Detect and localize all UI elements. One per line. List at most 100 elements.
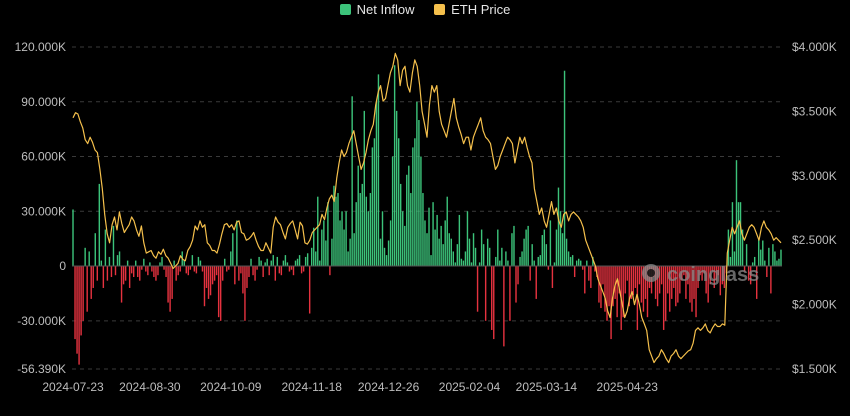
bar xyxy=(544,230,545,267)
bar xyxy=(93,266,94,288)
bar xyxy=(307,253,308,266)
bar xyxy=(422,193,423,266)
x-tick-label: 2024-07-23 xyxy=(42,380,104,394)
bar xyxy=(580,261,581,266)
bar xyxy=(76,266,77,354)
bar xyxy=(663,266,664,330)
bar xyxy=(590,266,591,288)
bar xyxy=(438,239,439,266)
bar xyxy=(230,251,231,266)
bar xyxy=(321,230,322,267)
bar xyxy=(582,266,583,270)
bar xyxy=(568,251,569,266)
bar xyxy=(505,251,506,266)
grid-lines xyxy=(72,47,782,369)
bar xyxy=(184,261,185,266)
bar xyxy=(212,266,213,284)
bar xyxy=(236,220,237,266)
bar xyxy=(661,266,662,284)
bar xyxy=(461,259,462,266)
y2-tick-label: $2.000K xyxy=(792,298,837,312)
watermark-text: coinglass xyxy=(667,264,759,286)
y2-tick-label: $3.000K xyxy=(792,169,837,183)
bar xyxy=(380,239,381,266)
bar xyxy=(200,261,201,266)
bar xyxy=(171,266,172,299)
bar xyxy=(281,266,282,275)
bar xyxy=(616,266,617,317)
x-tick-label: 2024-11-18 xyxy=(281,380,342,394)
bar xyxy=(475,248,476,266)
bar xyxy=(293,266,294,275)
y-tick-label: 0 xyxy=(59,259,66,273)
bar xyxy=(180,266,181,271)
bar xyxy=(242,266,243,293)
bar xyxy=(570,257,571,266)
bar xyxy=(493,266,494,339)
bar xyxy=(244,266,245,321)
bar xyxy=(509,266,510,321)
bar xyxy=(198,257,199,266)
bar xyxy=(511,233,512,266)
bar xyxy=(248,266,249,277)
bar xyxy=(447,197,448,266)
bar xyxy=(327,202,328,266)
bar xyxy=(137,266,138,277)
bar xyxy=(145,266,146,271)
bar xyxy=(485,266,486,321)
bar xyxy=(576,261,577,266)
bar xyxy=(141,266,142,270)
bar xyxy=(388,241,389,267)
bar xyxy=(366,197,367,266)
bar xyxy=(465,251,466,266)
bar xyxy=(74,266,75,339)
bar xyxy=(564,71,565,266)
bar xyxy=(408,166,409,266)
bar xyxy=(554,262,555,266)
bar xyxy=(279,266,280,273)
x-tick-label: 2024-10-09 xyxy=(200,380,262,394)
bar xyxy=(507,261,508,266)
bar xyxy=(105,230,106,267)
bar xyxy=(210,266,211,295)
bar xyxy=(250,259,251,266)
bar xyxy=(175,266,176,281)
bar xyxy=(256,266,257,270)
bar xyxy=(149,262,150,266)
bar xyxy=(736,160,737,266)
bar xyxy=(277,257,278,266)
bar xyxy=(329,266,330,275)
bar xyxy=(129,266,130,288)
bar xyxy=(285,255,286,266)
bar xyxy=(238,266,239,281)
bar xyxy=(370,193,371,266)
bar xyxy=(234,266,235,284)
bar xyxy=(349,239,350,266)
bar xyxy=(266,259,267,266)
bar xyxy=(499,261,500,266)
x-tick-label: 2025-02-04 xyxy=(439,380,501,394)
bar xyxy=(135,261,136,266)
bar xyxy=(143,259,144,266)
bar xyxy=(473,233,474,266)
bar xyxy=(317,197,318,266)
bar xyxy=(109,257,110,266)
bar xyxy=(353,233,354,266)
bar xyxy=(301,266,302,273)
bar xyxy=(228,266,229,270)
bar xyxy=(125,266,126,281)
x-tick-label: 2025-04-23 xyxy=(597,380,659,394)
bar xyxy=(768,248,769,266)
bar xyxy=(740,202,741,266)
bar xyxy=(220,266,221,321)
eth-price-line xyxy=(73,53,781,362)
bar xyxy=(430,255,431,266)
bar xyxy=(420,157,421,267)
bar xyxy=(216,266,217,275)
bar xyxy=(289,266,290,271)
bar xyxy=(471,262,472,266)
bar xyxy=(262,266,263,277)
bar xyxy=(639,266,640,284)
bar xyxy=(483,244,484,266)
bar xyxy=(323,220,324,266)
